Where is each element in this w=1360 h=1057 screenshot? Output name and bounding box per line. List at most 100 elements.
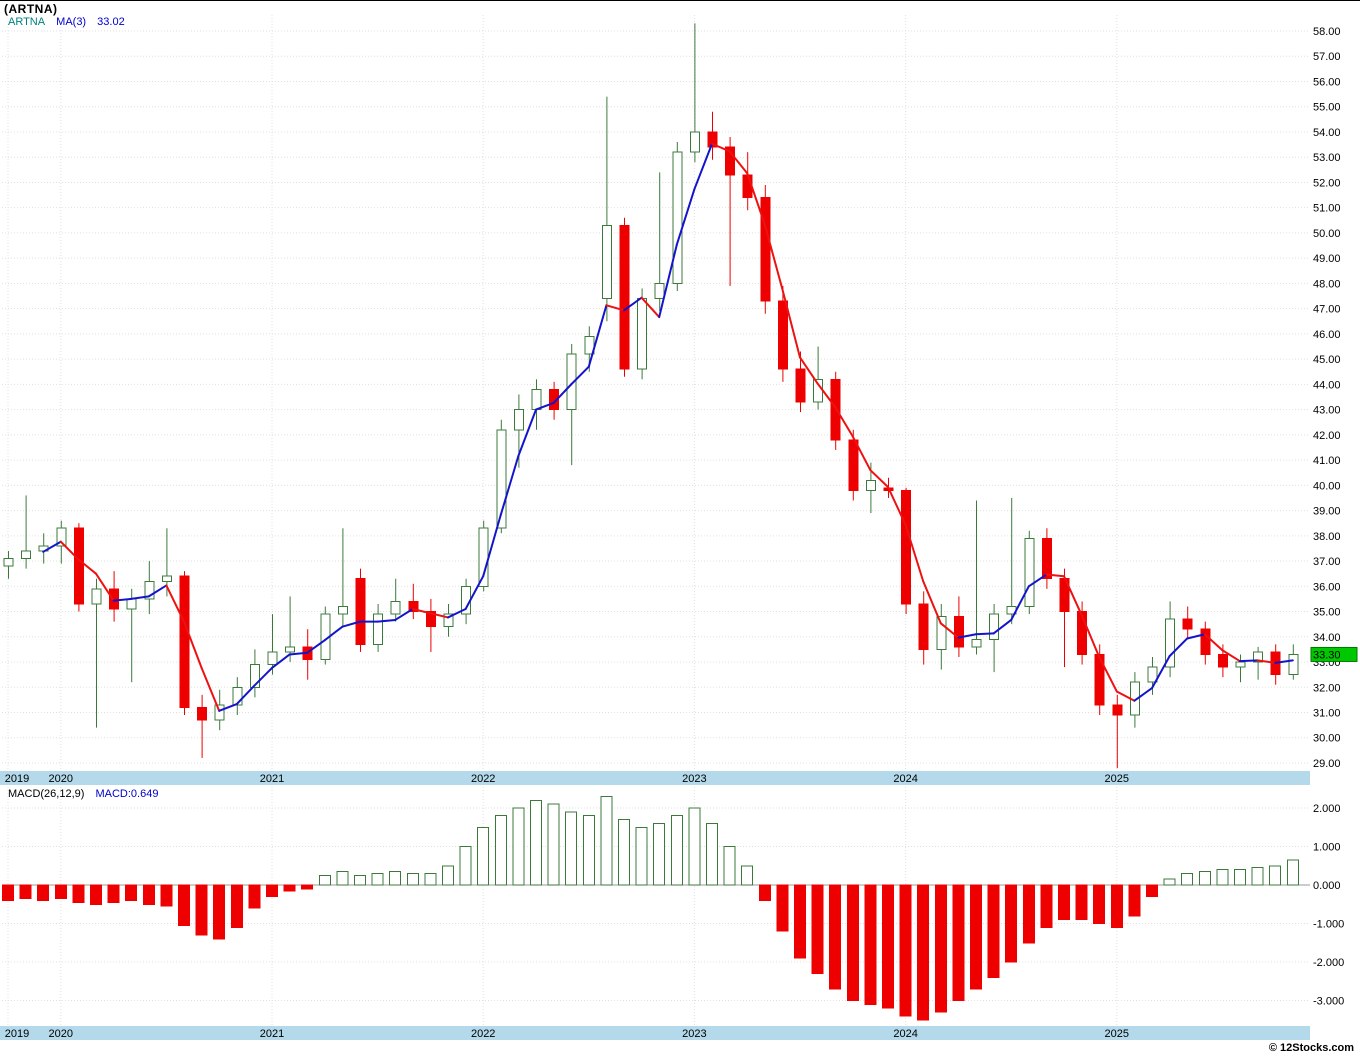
ma-segment	[218, 703, 238, 712]
ma-segment	[235, 684, 256, 706]
macd-bar	[1075, 884, 1088, 921]
macd-bar	[1251, 867, 1264, 886]
macd-bar	[1181, 872, 1194, 886]
candle-body	[1200, 628, 1211, 655]
macd-bar	[706, 822, 718, 886]
year-label: 2022	[471, 773, 495, 785]
macd-bar	[1163, 878, 1176, 886]
macd-bar	[125, 884, 138, 901]
candle-body	[285, 646, 296, 653]
candle-body	[1182, 618, 1193, 630]
last-price-tag	[1310, 646, 1358, 662]
copyright: © 12Stocks.com	[1268, 1042, 1354, 1054]
macd-bar	[618, 819, 630, 886]
ma-segment	[165, 584, 185, 623]
macd-axis-label: -1.000	[1313, 919, 1344, 931]
macd-bar	[934, 884, 947, 1013]
year-label: 2024	[893, 1028, 917, 1040]
legend-symbol: ARTNA	[8, 16, 46, 28]
price-axis-label: 35.00	[1313, 607, 1341, 619]
macd-bar	[670, 815, 683, 886]
price-axis-label: 36.00	[1313, 581, 1341, 593]
macd-bar	[142, 884, 155, 905]
macd-bar	[1005, 884, 1018, 963]
macd-bar	[72, 884, 85, 903]
legend-ma-value: 33.02	[97, 16, 125, 28]
candle-body	[267, 651, 278, 666]
macd-bar	[371, 872, 384, 886]
candle-body	[443, 613, 454, 628]
macd-bar	[301, 884, 314, 890]
macd-bar	[1040, 884, 1053, 928]
macd-bar	[741, 865, 754, 886]
price-axis-label: 48.00	[1313, 278, 1341, 290]
price-axis-label: 29.00	[1313, 758, 1341, 770]
candle-body	[619, 224, 630, 370]
ma-segment	[869, 469, 889, 489]
last-price-tag-text: 33.30	[1313, 649, 1341, 661]
price-axis-label: 38.00	[1313, 531, 1341, 543]
candle-body	[689, 131, 700, 153]
ma-segment	[376, 618, 397, 623]
candle-body	[56, 527, 67, 547]
price-axis-label: 31.00	[1313, 708, 1341, 720]
candle-body	[531, 388, 542, 411]
macd-bar	[987, 884, 1000, 978]
candle-body	[478, 527, 489, 587]
price-axis-label: 44.00	[1313, 379, 1341, 391]
price-axis-label: 30.00	[1313, 733, 1341, 745]
ma-segment	[992, 618, 1013, 635]
macd-bar	[758, 884, 771, 901]
macd-bar	[1198, 871, 1211, 886]
price-axis-label: 52.00	[1313, 177, 1341, 189]
price-axis-label: 58.00	[1313, 26, 1341, 38]
macd-bar	[494, 815, 507, 886]
price-axis-label: 40.00	[1313, 480, 1341, 492]
year-label: 2023	[682, 1028, 706, 1040]
macd-bar	[653, 822, 666, 886]
macd-bar	[37, 884, 50, 901]
ma-segment	[200, 666, 221, 712]
price-axis-label: 45.00	[1313, 354, 1341, 366]
macd-bar	[1128, 884, 1141, 917]
ma-segment	[447, 608, 467, 619]
candle-body	[390, 600, 401, 615]
ma-segment	[939, 622, 960, 639]
macd-bar	[882, 884, 894, 1009]
macd-bar	[318, 874, 331, 886]
ma-segment	[746, 172, 766, 226]
ma-segment	[605, 304, 625, 312]
macd-bar	[846, 884, 859, 1001]
ma-segment	[1133, 687, 1153, 702]
macd-bar	[1269, 865, 1282, 886]
ma-segment	[552, 383, 573, 404]
macd-bar	[248, 884, 261, 909]
year-label: 2025	[1105, 1028, 1129, 1040]
candle-body	[109, 588, 120, 610]
year-label: 2023	[682, 773, 706, 785]
ma-segment	[1115, 690, 1136, 702]
ma-segment	[1027, 573, 1048, 588]
candle-body	[777, 300, 788, 370]
candle-body	[373, 613, 384, 645]
candle-body	[91, 588, 102, 605]
candle-body	[355, 578, 366, 645]
candle-body	[161, 575, 172, 582]
candle-body	[971, 638, 982, 648]
macd-bar	[917, 884, 930, 1021]
candle-body	[214, 704, 225, 721]
candle-body	[337, 605, 348, 615]
price-axis-label: 57.00	[1313, 51, 1341, 63]
macd-bar	[899, 884, 912, 1017]
candle-body	[3, 558, 14, 567]
year-label: 2021	[260, 1028, 284, 1040]
price-axis-label: 49.00	[1313, 253, 1341, 265]
ma-segment	[975, 632, 995, 636]
legend-ma-label: MA(3)	[56, 16, 87, 28]
ma-segment	[957, 633, 977, 639]
macd-bar	[776, 884, 789, 932]
ma-segment	[341, 620, 361, 628]
macd-bar	[160, 884, 173, 907]
ma-segment	[1186, 633, 1206, 640]
